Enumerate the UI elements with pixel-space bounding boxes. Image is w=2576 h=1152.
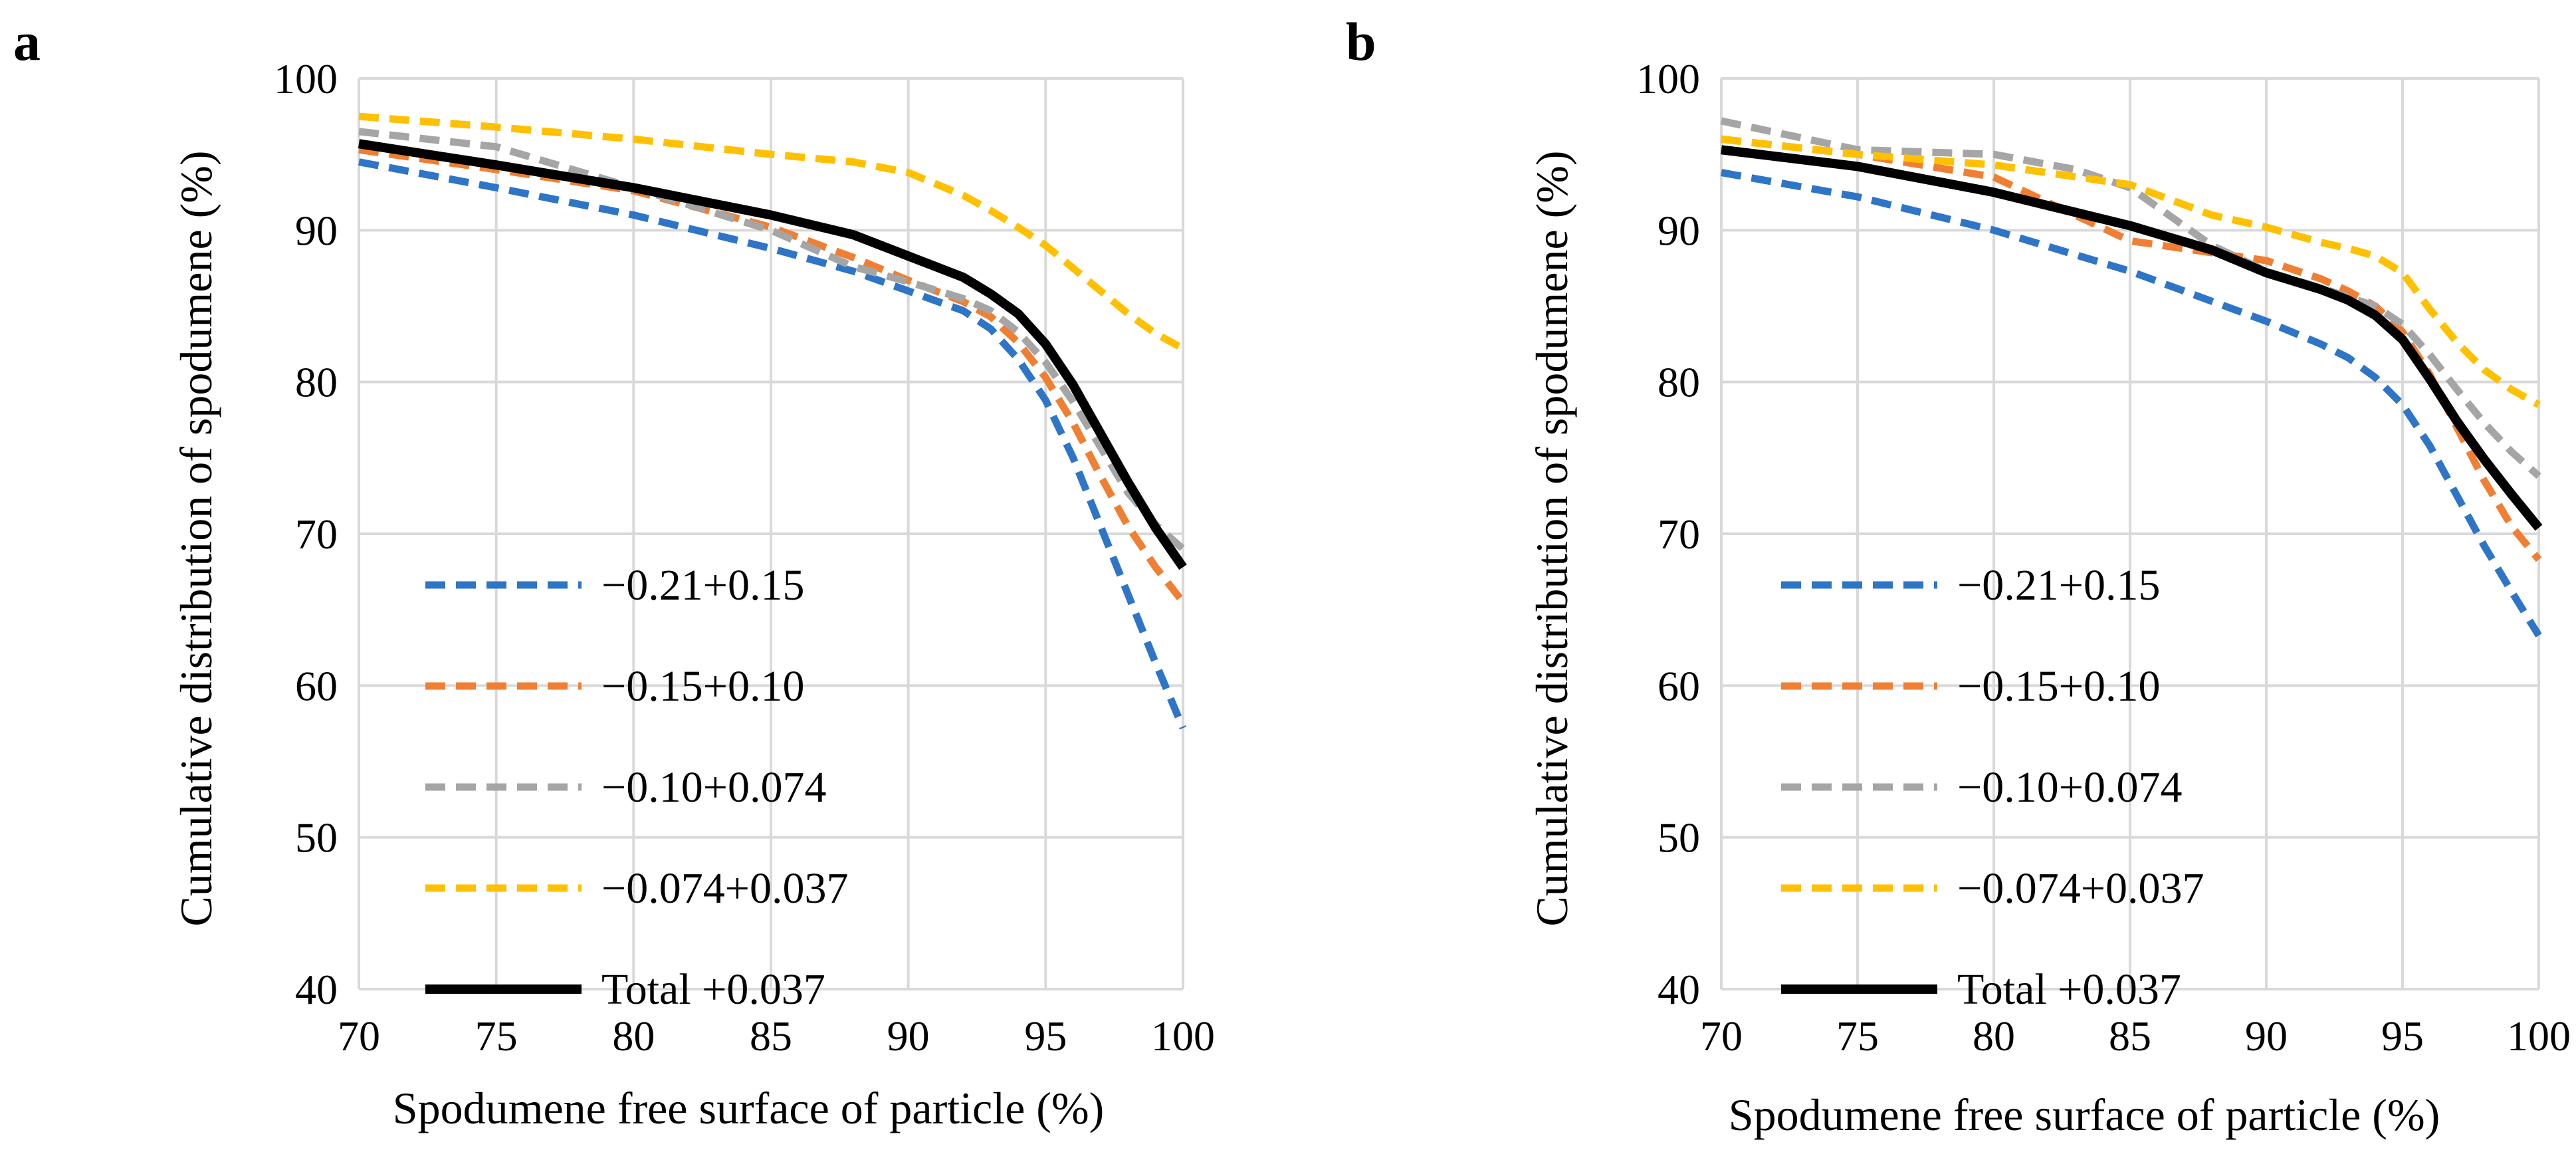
x-tick-labels-b: 70 75 80 85 90 95 100 [1700,1012,2571,1060]
x-tick-label-b: 90 [2245,1012,2288,1060]
y-tick-label-b: 70 [1658,511,1700,558]
y-tick-label-b: 60 [1658,662,1700,709]
y-axis-title-a: Cumulative distribution of spodumene (%) [171,150,221,926]
y-tick-label-a: 90 [295,207,338,254]
legend-b: −0.21+0.15 −0.15+0.10 −0.10+0.074 −0.074+0.… [1781,561,2204,1014]
y-axis-title-b: Cumulative distribution of spodumene (%) [1527,150,1577,926]
x-axis-title-b: Spodumene free surface of particle (%) [1729,1090,2440,1140]
x-tick-label-b: 70 [1700,1012,1743,1060]
series-group-a [358,112,1187,730]
x-tick-label-a: 90 [887,1012,930,1060]
x-axis-title-a: Spodumene free surface of particle (%) [393,1083,1104,1133]
series-line-b-3 [1721,135,2541,408]
series-line-a-4 [358,139,1187,570]
x-tick-label-b: 100 [2507,1012,2571,1060]
y-tick-labels-a: 40 50 60 70 80 90 100 [274,55,338,1013]
y-tick-label-b: 40 [1658,966,1700,1013]
legend-label-a-4: Total +0.037 [601,965,825,1014]
x-tick-label-b: 85 [2109,1012,2151,1060]
y-tick-label-a: 60 [295,662,338,709]
legend-label-b-0: −0.21+0.15 [1957,561,2160,610]
panel-label-a: a [13,11,41,72]
x-tick-label-a: 100 [1151,1012,1215,1060]
x-tick-label-a: 80 [612,1012,655,1060]
legend-label-a-1: −0.15+0.10 [601,662,804,711]
legend-label-a-0: −0.21+0.15 [601,561,804,610]
chart-panel-b: b 40 50 60 70 80 90 100 70 75 80 85 90 95 100 Cumula… [1346,11,2571,1140]
x-tick-label-a: 85 [750,1012,792,1060]
x-tick-label-a: 70 [338,1012,380,1060]
y-tick-label-b: 90 [1658,207,1700,254]
y-tick-label-a: 80 [295,359,338,406]
x-tick-labels-a: 70 75 80 85 90 95 100 [338,1012,1215,1060]
legend-label-b-2: −0.10+0.074 [1957,763,2182,812]
legend-label-b-3: −0.074+0.037 [1957,864,2204,913]
series-line-a-2 [358,128,1186,552]
y-tick-label-b: 80 [1658,359,1700,406]
y-tick-label-a: 70 [295,511,338,558]
series-group-b [1720,117,2543,637]
panel-label-b: b [1346,11,1376,72]
y-tick-label-a: 40 [295,966,338,1013]
chart-panel-a: a 40 50 60 70 80 90 100 70 75 80 85 90 95 100 Cumula… [13,11,1215,1133]
series-line-a-0 [358,158,1187,730]
legend-a: −0.21+0.15 −0.15+0.10 −0.10+0.074 −0.074+0.… [425,561,848,1014]
grid-b [1720,77,2540,990]
x-tick-label-a: 75 [475,1012,518,1060]
y-tick-label-a: 100 [274,55,338,102]
x-tick-label-b: 75 [1836,1012,1879,1060]
y-tick-label-b: 50 [1658,814,1700,862]
series-line-a-3 [358,112,1185,352]
y-tick-label-b: 100 [1636,55,1700,102]
y-tick-label-a: 50 [295,814,338,862]
series-line-b-4 [1721,145,2543,531]
y-tick-labels-b: 40 50 60 70 80 90 100 [1636,55,1700,1013]
x-tick-label-b: 95 [2381,1012,2424,1060]
x-tick-label-a: 95 [1024,1012,1067,1060]
legend-label-b-4: Total +0.037 [1957,965,2181,1014]
legend-label-a-3: −0.074+0.037 [601,864,848,913]
series-line-a-1 [358,146,1186,605]
legend-label-b-1: −0.15+0.10 [1957,662,2160,711]
legend-label-a-2: −0.10+0.074 [601,763,826,812]
x-tick-label-b: 80 [1973,1012,2015,1060]
